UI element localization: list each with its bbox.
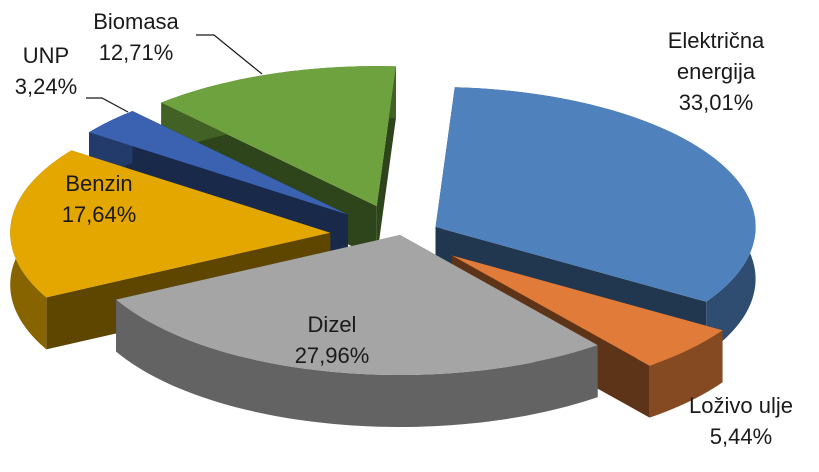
data-label: Električna energija 33,01% <box>668 28 765 115</box>
leader-line <box>196 34 263 75</box>
slice-tops-layer <box>10 66 756 375</box>
data-label-value: 33,01% <box>679 90 754 115</box>
slice-elektri-na-energija <box>435 87 756 302</box>
data-label-name: Benzin <box>65 171 132 196</box>
data-label-name: Dizel <box>308 312 357 337</box>
data-label: Dizel 27,96% <box>295 312 370 368</box>
slice-dizel <box>116 235 598 375</box>
data-label-value: 27,96% <box>295 343 370 368</box>
slice-benzin <box>10 150 331 298</box>
data-label-name: Biomasa <box>93 9 179 34</box>
data-label: Biomasa 12,71% <box>93 9 179 65</box>
data-label-value: 12,71% <box>99 40 174 65</box>
data-label: Benzin 17,64% <box>62 171 137 227</box>
slice-unp <box>89 111 348 215</box>
leader-lines-layer <box>86 34 263 113</box>
data-label: UNP 3,24% <box>15 43 77 99</box>
data-label-name: Loživo ulje <box>689 393 793 418</box>
slice-biomasa <box>161 66 396 207</box>
data-label-value: 3,24% <box>15 74 77 99</box>
labels-layer: Električna energija 33,01% Loživo ulje 5,44%… <box>15 9 793 449</box>
data-label-value: 17,64% <box>62 202 137 227</box>
slice-rim <box>649 330 723 418</box>
data-label: Loživo ulje 5,44% <box>689 393 793 449</box>
slice-lo-ivo-ulje <box>451 255 723 366</box>
slice-rim <box>116 299 598 427</box>
data-label-name: Električna <box>668 28 765 53</box>
data-label-name: UNP <box>23 43 69 68</box>
leader-line <box>86 97 129 113</box>
data-label-name: energija <box>677 59 756 84</box>
data-label-value: 5,44% <box>710 424 772 449</box>
